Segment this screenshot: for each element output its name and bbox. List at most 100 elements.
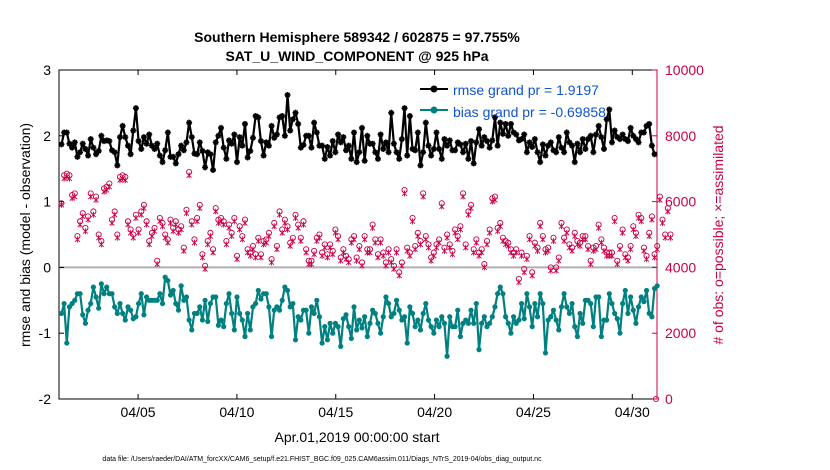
bias-point (133, 314, 139, 320)
bias-point (114, 310, 120, 317)
bias-point (104, 284, 110, 290)
rmse-point (545, 142, 552, 149)
rmse-point (630, 132, 637, 139)
bias-point (518, 300, 525, 307)
obs-assimilated-point (239, 236, 246, 243)
rmse-point (380, 145, 387, 152)
rmse-point (63, 129, 70, 136)
bias-point (279, 297, 285, 303)
obs-assimilated-point (125, 221, 131, 228)
rmse-point (438, 155, 445, 162)
obs-assimilated-point (154, 261, 160, 268)
bias-point (197, 304, 203, 310)
obs-assimilated-point (465, 211, 472, 218)
obs-assimilated-point (468, 205, 474, 212)
rmse-point (553, 149, 560, 156)
obs-assimilated-point (194, 218, 200, 225)
obs-assimilated-point (319, 252, 325, 259)
bias-point (588, 300, 594, 307)
bias-point (351, 304, 357, 310)
bias-point (306, 330, 312, 336)
bias-point (202, 297, 208, 303)
rmse-point (651, 151, 658, 158)
obs-assimilated-point (58, 201, 65, 208)
obs-assimilated-point (399, 262, 405, 269)
bias-point (447, 314, 453, 320)
obs-assimilated-point (412, 246, 418, 253)
rmse-point (401, 105, 408, 112)
rmse-point (582, 145, 589, 152)
rmse-point (135, 138, 142, 145)
bias-point (229, 310, 235, 317)
y-right-tick-label: 2000 (665, 325, 696, 341)
obs-assimilated-point (545, 247, 551, 254)
bias-point (556, 327, 562, 333)
rmse-point (476, 126, 483, 133)
rmse-point (422, 119, 429, 126)
obs-assimilated-point (353, 257, 360, 264)
rmse-point (356, 149, 363, 156)
rmse-point (598, 134, 605, 141)
y-right-tick-label: 8000 (665, 128, 696, 144)
rmse-point (271, 134, 278, 141)
obs-assimilated-point (268, 259, 275, 266)
bias-point (473, 300, 479, 307)
bias-point (476, 347, 482, 353)
bias-point (500, 291, 506, 297)
obs-assimilated-point (489, 198, 496, 205)
rmse-point (295, 120, 302, 127)
obs-assimilated-point (561, 238, 567, 245)
rmse-point (300, 142, 307, 149)
obs-assimilated-point (247, 252, 254, 259)
bias-point (380, 314, 386, 320)
obs-assimilated-point (407, 252, 413, 259)
obs-assimilated-point (252, 254, 259, 261)
rmse-point (249, 134, 256, 141)
obs-assimilated-point (258, 254, 264, 261)
bias-point (452, 324, 458, 330)
bias-point (178, 283, 184, 289)
bias-point (590, 324, 596, 330)
rmse-point (297, 144, 304, 151)
bias-point (401, 314, 408, 320)
rmse-point (590, 149, 597, 156)
rmse-point (478, 142, 485, 149)
obs-assimilated-point (638, 218, 644, 225)
obs-assimilated-point (165, 239, 171, 246)
rmse-point (199, 147, 206, 154)
bias-point (537, 291, 543, 297)
rmse-point (622, 136, 629, 143)
rmse-point (71, 139, 78, 146)
bias-point (540, 300, 546, 307)
obs-assimilated-point (205, 241, 211, 248)
obs-assimilated-point (330, 251, 336, 258)
rmse-point (627, 124, 634, 131)
obs-assimilated-point (521, 269, 527, 276)
obs-assimilated-point (375, 254, 381, 261)
bias-point (409, 310, 416, 317)
obs-assimilated-point (316, 234, 323, 241)
obs-assimilated-point (274, 246, 280, 253)
bias-point (479, 320, 485, 326)
obs-assimilated-point (420, 193, 426, 200)
rmse-point (223, 155, 230, 162)
obs-assimilated-point (415, 233, 421, 240)
rmse-point (265, 142, 272, 149)
bias-point (138, 291, 144, 297)
obs-assimilated-point (367, 249, 373, 256)
bias-point (534, 314, 541, 320)
rmse-point (600, 145, 607, 152)
obs-assimilated-point (80, 213, 86, 220)
obs-assimilated-point (574, 241, 581, 248)
bias-point (638, 294, 644, 300)
bias-point (550, 307, 557, 313)
rmse-point (603, 116, 610, 123)
rmse-point (542, 152, 549, 159)
bias-point (643, 287, 650, 294)
obs-assimilated-point (433, 244, 440, 251)
bias-point (391, 310, 397, 317)
rmse-point (409, 145, 416, 152)
rmse-point (470, 160, 477, 167)
bias-point (457, 333, 463, 340)
bias-point (117, 300, 123, 307)
